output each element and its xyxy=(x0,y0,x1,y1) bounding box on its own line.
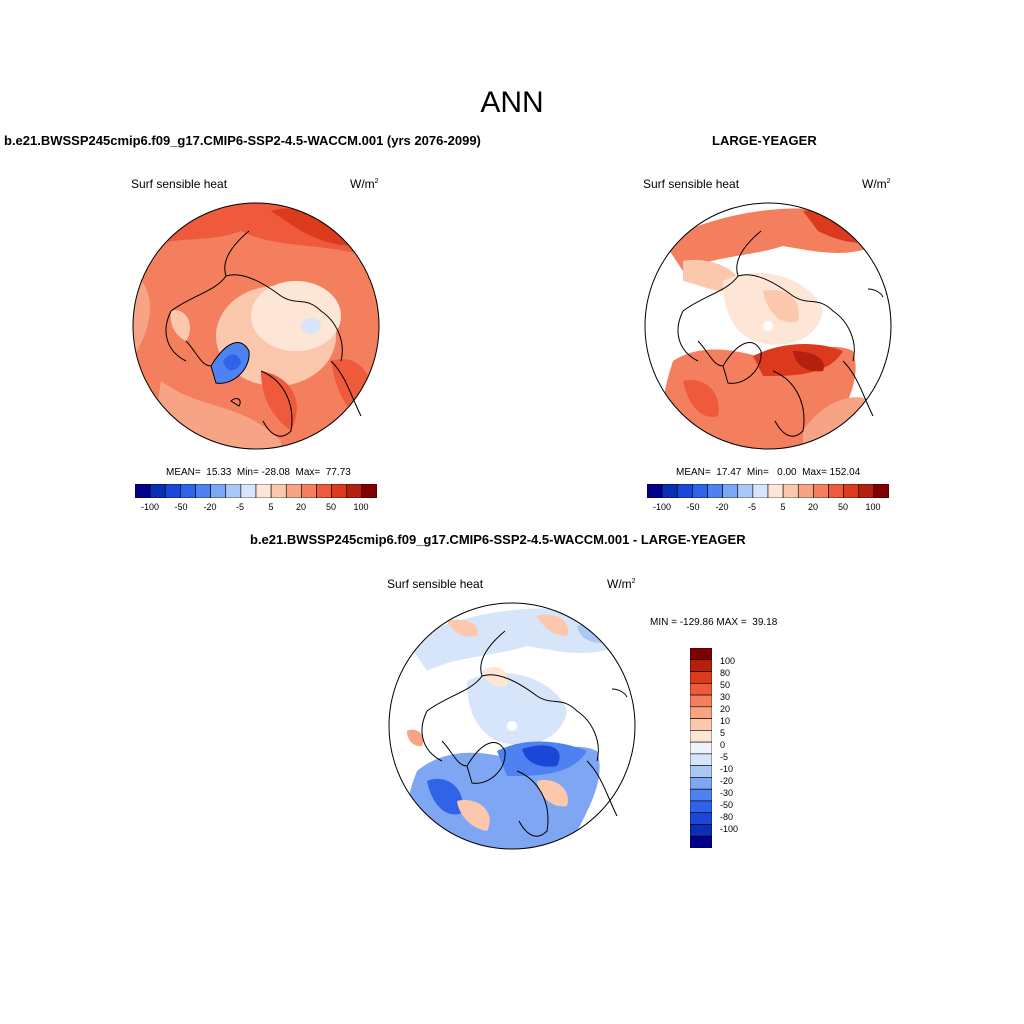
diff-cb-label: 30 xyxy=(720,692,731,702)
colorbar-swatch xyxy=(285,484,302,498)
colorbar-swatch xyxy=(331,484,348,498)
ref-cb-label: -5 xyxy=(747,502,756,512)
colorbar-swatch xyxy=(690,694,712,708)
colorbar-swatch xyxy=(346,484,363,498)
colorbar-swatch xyxy=(316,484,332,498)
diff-cb-label: 5 xyxy=(720,728,726,738)
ref-colorbar xyxy=(647,484,889,498)
colorbar-swatch xyxy=(135,484,151,498)
test-cb-label: 100 xyxy=(353,502,369,512)
test-stats: MEAN= 15.33 Min= -28.08 Max= 77.73 xyxy=(166,467,351,478)
test-cb-label: -20 xyxy=(203,502,217,512)
ref-cb-label: -50 xyxy=(686,502,700,512)
ref-cb-label: 50 xyxy=(837,502,848,512)
colorbar-swatch xyxy=(690,753,712,766)
diff-polar-map xyxy=(388,602,636,850)
colorbar-swatch xyxy=(690,741,712,755)
colorbar-swatch xyxy=(164,484,181,498)
test-cb-label: 5 xyxy=(268,502,274,512)
diff-cb-label: -20 xyxy=(720,776,734,786)
ref-cb-label: -100 xyxy=(652,502,671,512)
diff-cb-label: 20 xyxy=(720,704,731,714)
colorbar-swatch xyxy=(690,682,712,696)
colorbar-swatch xyxy=(690,765,712,778)
colorbar-swatch xyxy=(858,484,875,498)
diff-cb-label: 100 xyxy=(720,656,736,666)
diff-stats: MIN = -129.86 MAX = 39.18 xyxy=(650,617,778,628)
colorbar-swatch xyxy=(843,484,860,498)
colorbar-swatch xyxy=(240,484,257,498)
diff-cb-label: 80 xyxy=(720,668,731,678)
colorbar-swatch xyxy=(210,484,227,498)
colorbar-swatch xyxy=(707,484,723,498)
colorbar-swatch xyxy=(782,484,799,498)
colorbar-swatch xyxy=(195,484,211,498)
colorbar-swatch xyxy=(690,659,712,672)
diff-variable-label: Surf sensible heat xyxy=(387,577,484,591)
colorbar-swatch xyxy=(692,484,708,498)
test-colorbar xyxy=(135,484,377,498)
colorbar-swatch xyxy=(149,484,166,498)
diff-cb-label: 0 xyxy=(720,740,726,750)
ref-cb-label: 5 xyxy=(780,502,786,512)
colorbar-swatch xyxy=(270,484,287,498)
colorbar-swatch xyxy=(828,484,844,498)
diff-units-label: W/m2 xyxy=(607,577,636,591)
diff-cb-label: 50 xyxy=(720,680,731,690)
colorbar-swatch xyxy=(676,484,693,498)
test-cb-label: -100 xyxy=(140,502,159,512)
test-cb-label: -5 xyxy=(235,502,244,512)
colorbar-swatch xyxy=(690,777,712,790)
test-cb-label: -50 xyxy=(174,502,188,512)
colorbar-swatch xyxy=(690,706,712,719)
colorbar-swatch xyxy=(361,484,377,498)
test-variable-label: Surf sensible heat xyxy=(131,177,228,191)
diff-cb-label: -5 xyxy=(720,752,729,762)
diff-cb-label: -50 xyxy=(720,800,734,810)
colorbar-swatch xyxy=(813,484,829,498)
colorbar-swatch xyxy=(180,484,196,498)
figure-title: ANN xyxy=(480,86,544,119)
ref-cb-label: -20 xyxy=(715,502,729,512)
test-polar-map xyxy=(132,202,380,450)
ref-units-label: W/m2 xyxy=(862,177,891,191)
colorbar-swatch xyxy=(690,671,712,684)
colorbar-swatch xyxy=(752,484,769,498)
colorbar-swatch xyxy=(301,484,317,498)
colorbar-swatch xyxy=(767,484,784,498)
diff-cb-label: 10 xyxy=(720,716,731,726)
diff-cb-label: -80 xyxy=(720,812,734,822)
colorbar-swatch xyxy=(225,484,242,498)
diff-cb-label: -10 xyxy=(720,764,734,774)
ref-stats: MEAN= 17.47 Min= 0.00 Max= 152.04 xyxy=(676,467,861,478)
diff-cb-label: -100 xyxy=(720,824,739,834)
colorbar-swatch xyxy=(690,824,712,837)
test-units-label: W/m2 xyxy=(350,177,379,191)
test-case-title: b.e21.BWSSP245cmip6.f09_g17.CMIP6-SSP2-4… xyxy=(4,133,481,148)
colorbar-swatch xyxy=(690,800,712,814)
colorbar-swatch xyxy=(647,484,663,498)
colorbar-swatch xyxy=(690,835,712,848)
colorbar-swatch xyxy=(737,484,754,498)
colorbar-swatch xyxy=(690,718,712,731)
ref-variable-label: Surf sensible heat xyxy=(643,177,740,191)
colorbar-swatch xyxy=(722,484,739,498)
colorbar-swatch xyxy=(690,812,712,825)
test-cb-label: 50 xyxy=(325,502,336,512)
colorbar-swatch xyxy=(690,648,712,661)
diff-case-title: b.e21.BWSSP245cmip6.f09_g17.CMIP6-SSP2-4… xyxy=(250,532,746,547)
colorbar-swatch xyxy=(661,484,678,498)
diff-cb-label: -30 xyxy=(720,788,734,798)
ref-case-title: LARGE-YEAGER xyxy=(712,133,817,148)
ref-cb-label: 100 xyxy=(865,502,881,512)
diff-colorbar xyxy=(690,648,712,848)
colorbar-swatch xyxy=(873,484,889,498)
colorbar-swatch xyxy=(797,484,814,498)
colorbar-swatch xyxy=(255,484,272,498)
test-cb-label: 20 xyxy=(295,502,306,512)
ref-polar-map xyxy=(644,202,892,450)
colorbar-swatch xyxy=(690,730,712,743)
colorbar-swatch xyxy=(690,788,712,802)
ref-cb-label: 20 xyxy=(807,502,818,512)
